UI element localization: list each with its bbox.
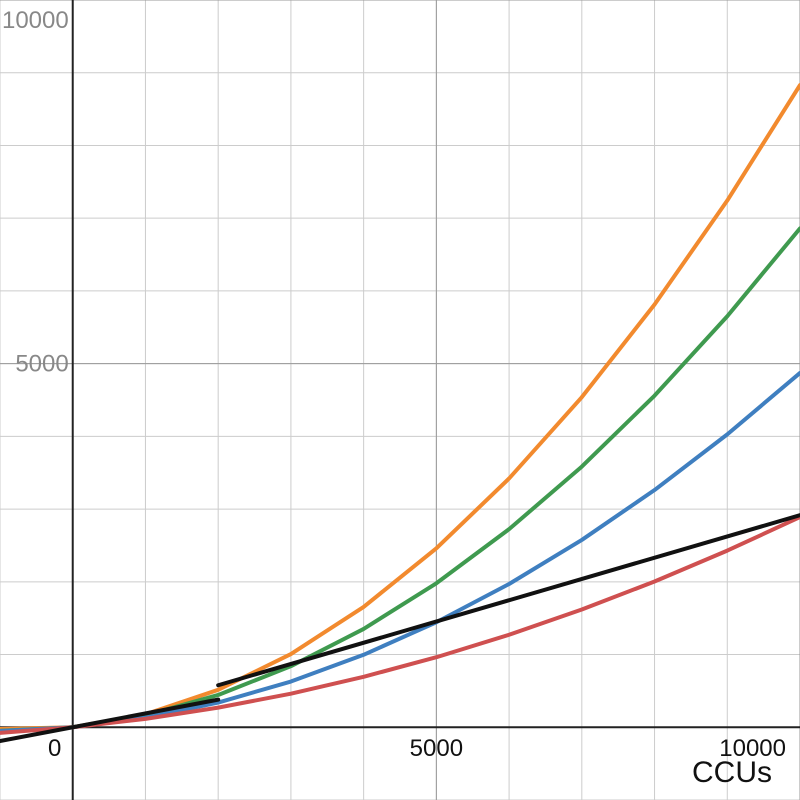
lines [0, 83, 800, 744]
x-tick-label: 5000 [410, 735, 463, 762]
x-tick-label: 0 [48, 735, 61, 762]
series-line [216, 513, 800, 688]
series-line [0, 697, 221, 744]
x-axis-label: CCUs [692, 756, 772, 789]
y-tick-label: 10000 [2, 7, 69, 34]
y-tick-label: 5000 [15, 351, 68, 378]
series-line [0, 515, 800, 735]
labels: 0 5000 10000 5000 10000 [2, 7, 786, 762]
series-line [0, 226, 800, 733]
x-tick-label: 10000 [719, 735, 786, 762]
